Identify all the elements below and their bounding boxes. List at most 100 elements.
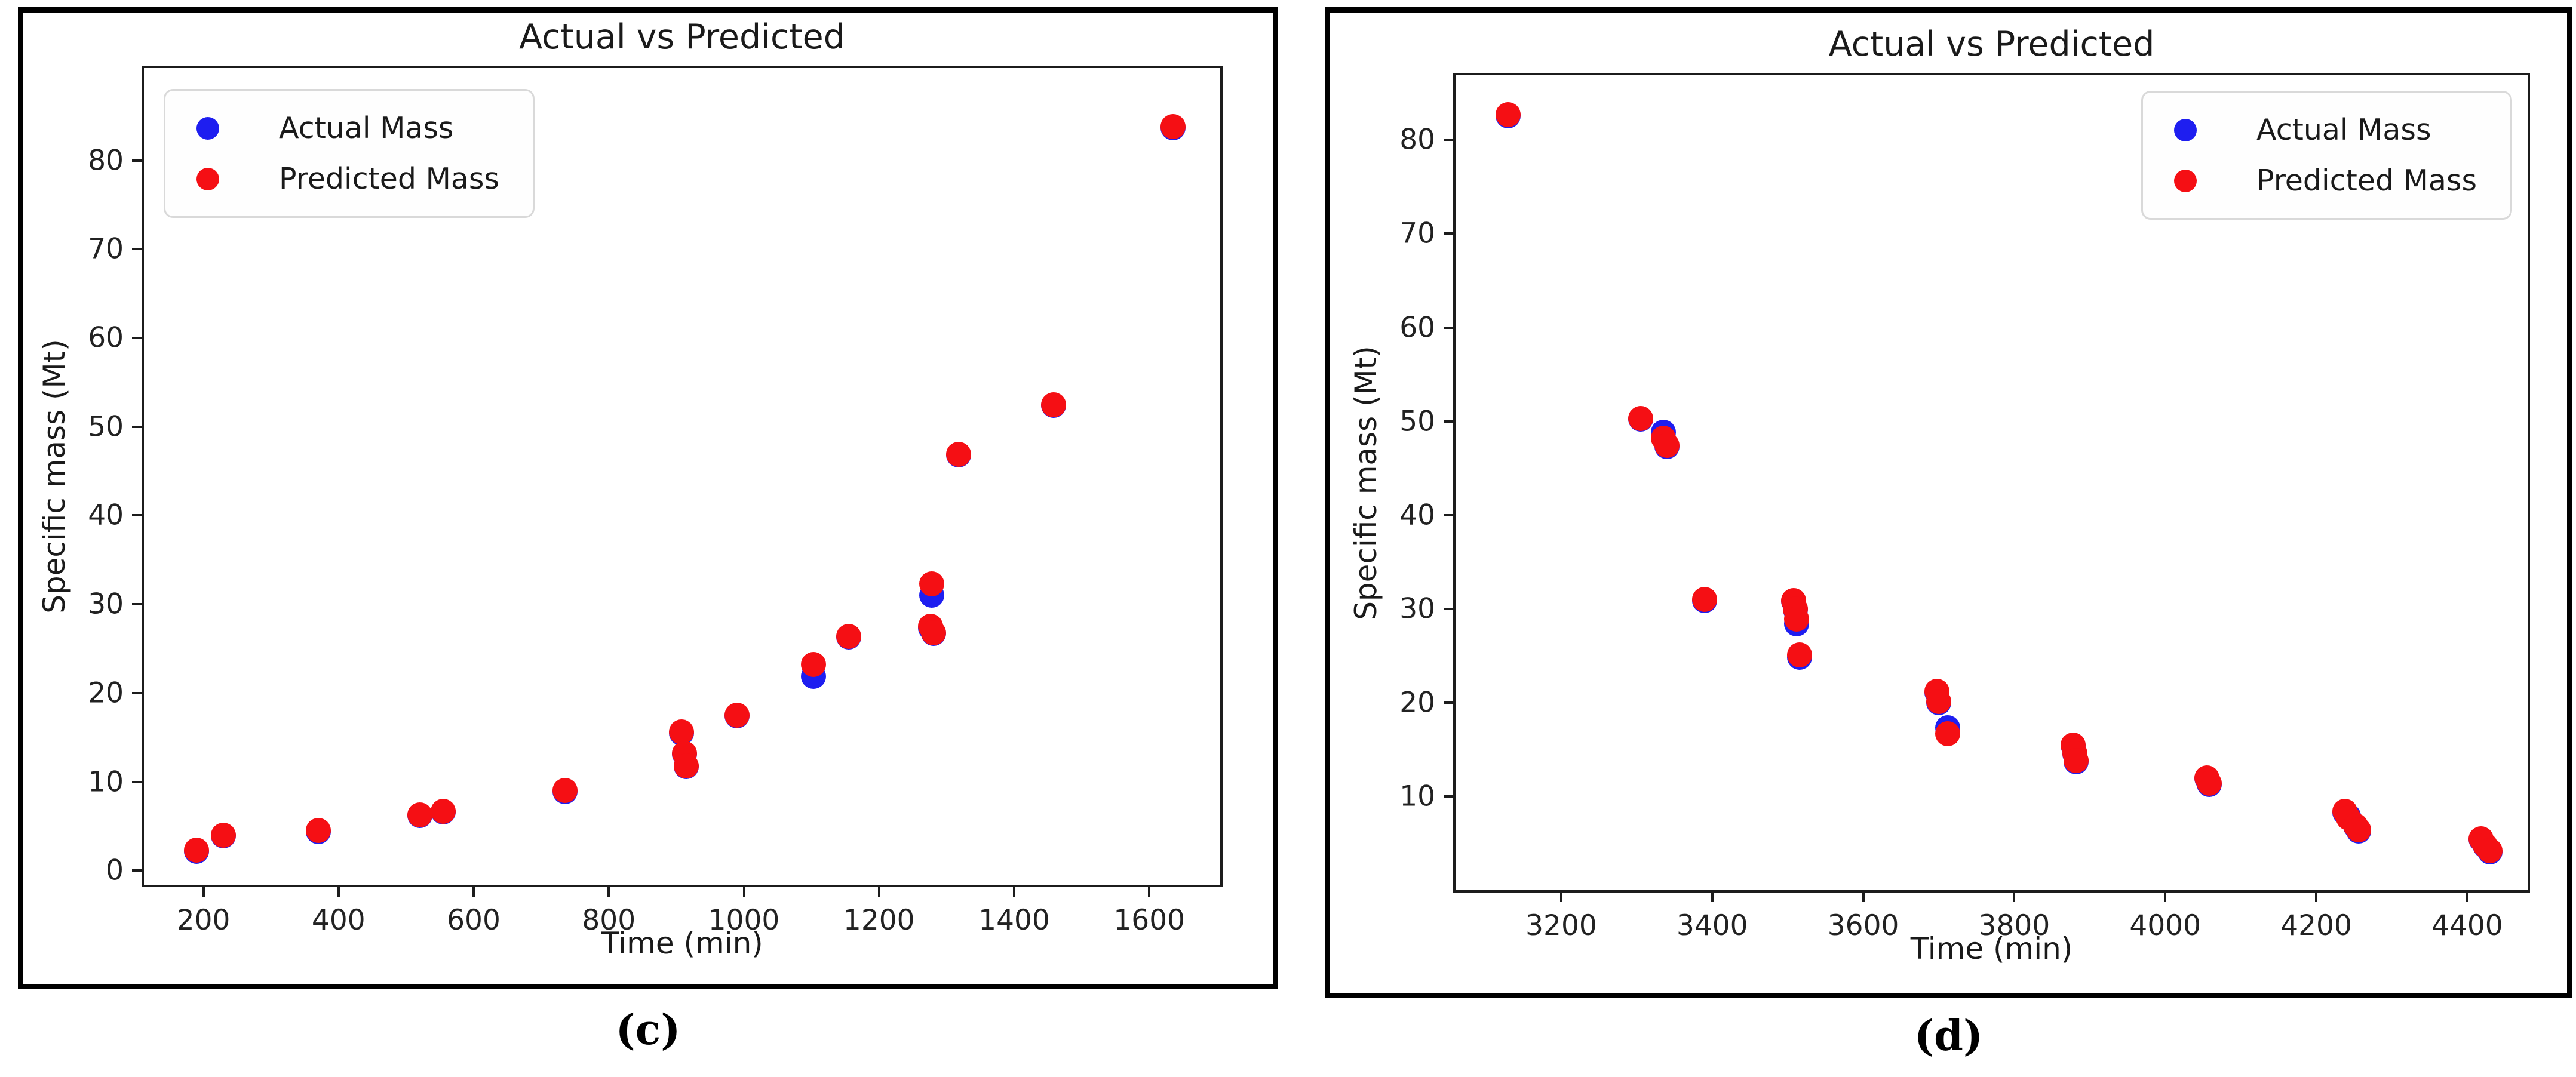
y-tick-label: 70 (88, 232, 124, 266)
x-tick-label: 1200 (843, 904, 915, 937)
y-tick-label: 20 (88, 676, 124, 710)
predicted-mass-point (552, 778, 578, 804)
y-tick-mark (132, 248, 144, 251)
x-tick-label: 1600 (1113, 904, 1186, 937)
y-tick-mark (1444, 795, 1456, 798)
predicted-mass-point (674, 753, 699, 778)
x-tick-label: 600 (447, 904, 501, 937)
y-tick-mark (1444, 701, 1456, 704)
x-tick-label: 3800 (1978, 909, 2050, 942)
predicted-mass-point (2345, 817, 2371, 843)
legend-item-predicted-mass: Predicted Mass (2174, 164, 2477, 198)
x-tick-mark (2164, 890, 2167, 902)
y-tick-label: 10 (88, 765, 124, 799)
predicted-mass-marker-icon (196, 167, 219, 190)
y-tick-label: 70 (1399, 217, 1435, 250)
predicted-mass-point (1654, 433, 1680, 459)
y-tick-mark (1444, 232, 1456, 235)
x-tick-mark (1862, 890, 1865, 902)
x-tick-label: 200 (176, 904, 231, 937)
predicted-mass-point (1935, 721, 1961, 746)
x-tick-mark (2466, 890, 2468, 902)
x-tick-mark (1559, 890, 1562, 902)
actual-mass-marker-icon (196, 116, 219, 140)
predicted-mass-point (2477, 838, 2503, 864)
y-tick-mark (132, 425, 144, 428)
legend-label: Actual Mass (2256, 113, 2431, 147)
x-tick-label: 3400 (1676, 909, 1748, 942)
x-tick-label: 4200 (2280, 909, 2352, 942)
legend-label: Predicted Mass (2256, 164, 2477, 198)
y-tick-mark (1444, 420, 1456, 423)
chart-title: Actual vs Predicted (519, 17, 845, 57)
y-tick-mark (1444, 513, 1456, 516)
legend-label: Actual Mass (279, 111, 454, 145)
predicted-mass-point (1692, 587, 1718, 613)
x-tick-mark (337, 885, 340, 897)
panel-caption-c: (c) (615, 1005, 681, 1054)
y-tick-label: 60 (1399, 311, 1435, 344)
y-tick-label: 40 (88, 499, 124, 532)
predicted-mass-point (184, 838, 210, 863)
y-tick-label: 10 (1399, 780, 1435, 813)
x-tick-label: 4400 (2431, 909, 2503, 942)
x-tick-mark (742, 885, 745, 897)
predicted-mass-point (946, 441, 972, 467)
panel-d: Actual vs Predicted Specific mass (Mt) T… (1325, 7, 2572, 998)
x-tick-mark (2013, 890, 2016, 902)
chart-title: Actual vs Predicted (1828, 24, 2155, 64)
x-tick-label: 1000 (708, 904, 780, 937)
y-tick-label: 50 (88, 410, 124, 444)
x-tick-label: 3200 (1525, 909, 1597, 942)
y-tick-label: 30 (1399, 592, 1435, 626)
predicted-mass-point (407, 802, 432, 827)
y-tick-label: 50 (1399, 405, 1435, 438)
y-tick-label: 60 (88, 321, 124, 355)
predicted-mass-point (836, 623, 861, 649)
y-tick-label: 20 (1399, 686, 1435, 719)
plot-area-c: Actual vs Predicted Specific mass (Mt) T… (37, 17, 1223, 961)
y-tick-mark (132, 869, 144, 872)
x-tick-mark (1148, 885, 1151, 897)
y-tick-label: 80 (88, 144, 124, 177)
panel-c: Actual vs Predicted Specific mass (Mt) T… (18, 7, 1278, 989)
legend-item-actual-mass: Actual Mass (2174, 113, 2477, 147)
x-tick-label: 3600 (1827, 909, 1899, 942)
y-tick-mark (132, 603, 144, 606)
predicted-mass-point (801, 652, 827, 678)
y-tick-label: 40 (1399, 499, 1435, 532)
x-tick-mark (472, 885, 475, 897)
x-tick-mark (2315, 890, 2318, 902)
x-tick-label: 800 (582, 904, 636, 937)
predicted-mass-point (669, 719, 695, 745)
predicted-mass-point (919, 571, 944, 596)
y-tick-mark (1444, 139, 1456, 141)
predicted-mass-point (431, 798, 456, 824)
legend: Actual Mass Predicted Mass (2141, 91, 2512, 220)
predicted-mass-marker-icon (2174, 169, 2197, 192)
actual-mass-marker-icon (2174, 118, 2197, 141)
x-tick-mark (1012, 885, 1015, 897)
y-tick-mark (1444, 607, 1456, 610)
legend: Actual Mass Predicted Mass (164, 89, 535, 218)
x-axis-label: Time (min) (1910, 931, 2073, 966)
legend-label: Predicted Mass (279, 162, 499, 196)
predicted-mass-point (2064, 748, 2089, 774)
predicted-mass-point (211, 822, 237, 848)
x-tick-label: 400 (311, 904, 366, 937)
y-tick-mark (132, 159, 144, 162)
predicted-mass-point (1628, 405, 1653, 431)
legend-item-actual-mass: Actual Mass (196, 111, 499, 145)
predicted-mass-point (921, 620, 947, 645)
predicted-mass-point (1496, 101, 1521, 127)
x-tick-mark (877, 885, 880, 897)
y-axis-label: Specific mass (Mt) (37, 339, 72, 614)
predicted-mass-point (1784, 607, 1810, 632)
predicted-mass-point (1926, 689, 1951, 715)
y-tick-mark (132, 337, 144, 340)
y-tick-label: 0 (106, 854, 124, 887)
predicted-mass-point (724, 703, 750, 728)
y-tick-label: 80 (1399, 123, 1435, 156)
predicted-mass-point (2196, 770, 2222, 796)
